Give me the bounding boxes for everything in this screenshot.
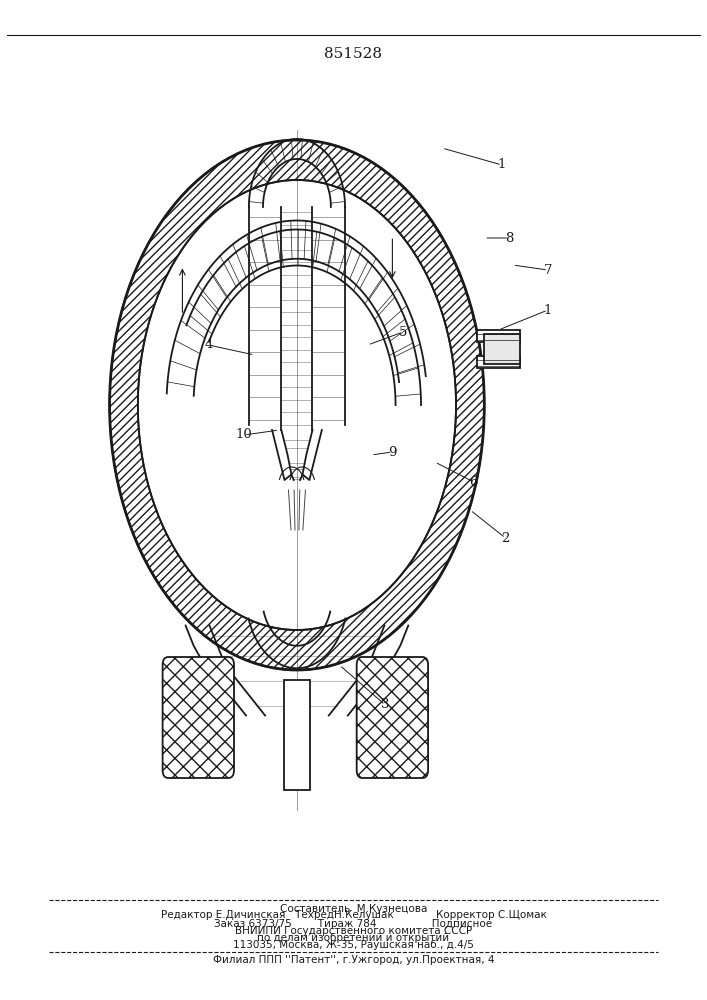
Text: 10: 10 xyxy=(235,428,252,442)
Text: 1: 1 xyxy=(498,158,506,172)
Text: 2: 2 xyxy=(501,532,510,544)
Text: Составитель  М.Кузнецова: Составитель М.Кузнецова xyxy=(280,904,427,914)
Text: 1: 1 xyxy=(544,304,552,316)
Text: 9: 9 xyxy=(388,446,397,458)
Bar xyxy=(284,680,310,790)
Text: Редактор Е.Дичинская   ТехредН.Келушак             Корректор С.Щомак: Редактор Е.Дичинская ТехредН.Келушак Кор… xyxy=(160,910,547,920)
Wedge shape xyxy=(110,140,484,670)
Text: 851528: 851528 xyxy=(325,47,382,61)
Text: Заказ 6373/75        Тираж 784                 Подписное: Заказ 6373/75 Тираж 784 Подписное xyxy=(214,919,493,929)
Bar xyxy=(477,330,520,342)
Text: 8: 8 xyxy=(505,232,513,244)
Text: 7: 7 xyxy=(544,263,552,276)
Text: 113035, Москва, Ж-35, Раушская наб., д.4/5: 113035, Москва, Ж-35, Раушская наб., д.4… xyxy=(233,940,474,950)
Text: 6: 6 xyxy=(469,476,478,488)
Text: 3: 3 xyxy=(381,698,390,712)
Text: 5: 5 xyxy=(399,326,407,338)
FancyBboxPatch shape xyxy=(163,657,234,778)
Bar xyxy=(477,356,520,368)
Bar xyxy=(484,334,520,364)
Text: ВНИИПИ Государственного комитета СССР: ВНИИПИ Государственного комитета СССР xyxy=(235,926,472,936)
Text: по делам изобретений и открытий: по делам изобретений и открытий xyxy=(257,933,450,943)
Text: Филиал ППП ''Патент'', г.Ужгород, ул.Проектная, 4: Филиал ППП ''Патент'', г.Ужгород, ул.Про… xyxy=(213,955,494,965)
Text: 4: 4 xyxy=(204,338,213,352)
FancyBboxPatch shape xyxy=(356,657,428,778)
